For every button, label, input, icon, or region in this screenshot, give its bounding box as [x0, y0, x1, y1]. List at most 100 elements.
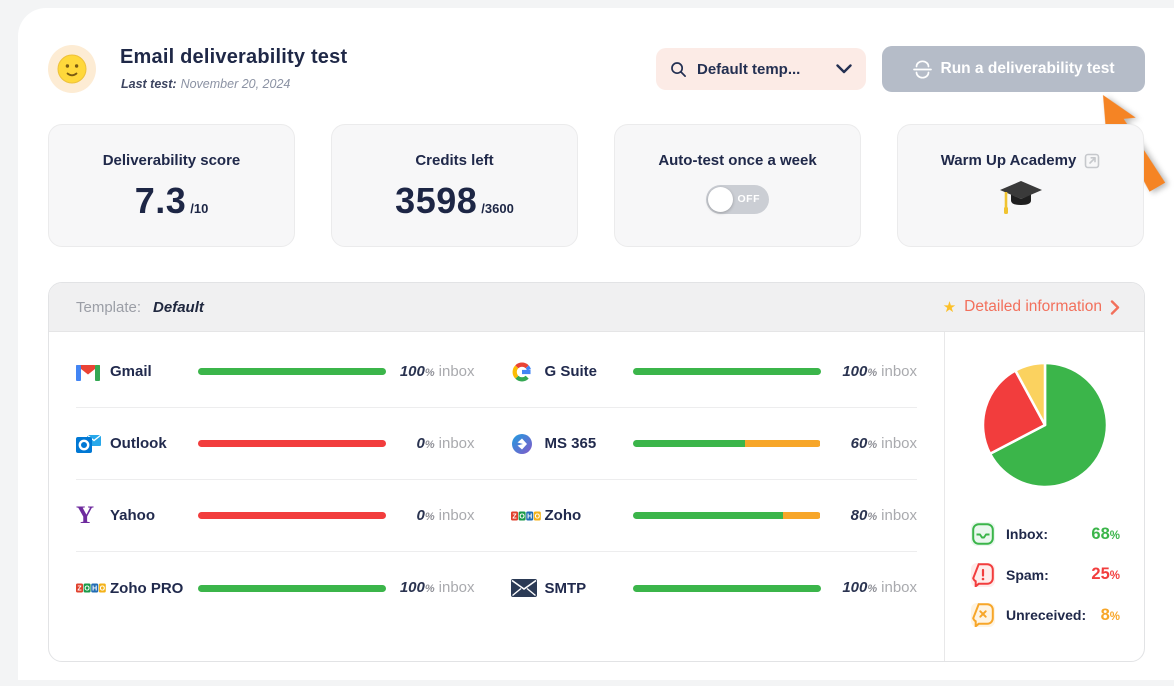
- last-test-value: November 20, 2024: [180, 77, 291, 91]
- provider-row: Y Yahoo 0% inbox: [76, 480, 917, 552]
- stat-card-auto-test: Auto-test once a week OFF: [614, 124, 861, 247]
- gsuite-icon: [511, 361, 541, 383]
- provider-yahoo: Y Yahoo 0% inbox: [76, 503, 497, 528]
- ms365-icon: [511, 433, 541, 455]
- stat-title: Credits left: [415, 152, 494, 169]
- gmail-icon: [76, 363, 106, 381]
- legend-item-spam: Spam: 25%: [971, 555, 1120, 596]
- stat-title: Deliverability score: [102, 152, 241, 169]
- provider-name: Zoho PRO: [110, 579, 184, 597]
- provider-ms365: MS 365 60% inbox: [497, 433, 917, 455]
- provider-name: Yahoo: [110, 507, 156, 524]
- provider-score: 100% inbox: [842, 362, 917, 380]
- credits-left-suffix: /3600: [481, 201, 514, 216]
- yahoo-icon: Y: [76, 502, 95, 529]
- chevron-down-icon: [836, 64, 852, 74]
- legend-value: 68%: [1091, 524, 1120, 543]
- svg-text:Z: Z: [512, 513, 517, 520]
- provider-name: SMTP: [544, 579, 587, 597]
- svg-text:Z: Z: [77, 586, 82, 593]
- svg-text:O: O: [100, 586, 106, 593]
- provider-bar: [198, 512, 386, 519]
- graduation-cap-icon: [999, 181, 1042, 214]
- panel-header: Template: Default ★ Detailed information: [49, 283, 1144, 332]
- provider-bar: [198, 440, 386, 447]
- provider-score: 0% inbox: [416, 434, 475, 452]
- smiley-emoji-icon: [57, 54, 87, 84]
- provider-score: 80% inbox: [850, 506, 917, 524]
- last-test-info: Last test: November 20, 2024: [121, 77, 290, 91]
- zoho-pro-icon: Z O H O: [76, 582, 106, 594]
- detailed-information-link[interactable]: ★ Detailed information: [943, 298, 1120, 316]
- last-test-label: Last test:: [121, 77, 177, 91]
- page-title: Email deliverability test: [120, 46, 348, 68]
- provider-name: Zoho: [544, 507, 582, 524]
- dashboard-card: Email deliverability test Last test: Nove…: [18, 8, 1174, 680]
- warmup-academy-title: Warm Up Academy: [940, 152, 1077, 169]
- legend-label: Unreceived:: [1006, 607, 1087, 624]
- provider-smtp: SMTP 100% inbox: [497, 579, 917, 597]
- detailed-information-label: Detailed information: [964, 298, 1102, 315]
- provider-results-list: Gmail 100% inbox: [49, 332, 944, 661]
- deliverability-score-suffix: /10: [190, 201, 209, 216]
- legend-label: Inbox:: [1006, 526, 1048, 543]
- provider-zoho: Z O H O Zoho 80% inbox: [497, 506, 917, 525]
- unreceived-bubble-icon: [971, 603, 995, 628]
- inbox-tray-icon: [971, 522, 995, 547]
- legend-item-inbox: Inbox: 68%: [971, 514, 1120, 555]
- template-dropdown-value: Default temp...: [697, 60, 801, 78]
- provider-row: Z O H O Zoho PRO 100% inbox: [76, 552, 917, 624]
- stat-title: Auto-test once a week: [658, 152, 817, 169]
- svg-text:H: H: [527, 513, 532, 520]
- avatar: [48, 45, 96, 93]
- provider-outlook: Outlook 0% inbox: [76, 433, 497, 455]
- deliverability-pie-chart: [981, 361, 1108, 489]
- provider-bar: [198, 368, 386, 375]
- stat-card-warmup-academy[interactable]: Warm Up Academy: [897, 124, 1144, 247]
- provider-score: 0% inbox: [416, 506, 475, 524]
- run-button-label: Run a deliverability test: [940, 60, 1115, 77]
- svg-text:O: O: [534, 513, 540, 520]
- pie-legend: Inbox: 68% Spam: 25%: [945, 514, 1144, 636]
- legend-label: Spam:: [1006, 566, 1049, 583]
- provider-bar: [632, 368, 821, 375]
- stat-card-credits-left: Credits left 3598 /3600: [331, 124, 578, 247]
- provider-score: 100% inbox: [399, 579, 475, 596]
- provider-gmail: Gmail 100% inbox: [76, 363, 497, 381]
- svg-text:O: O: [519, 513, 525, 520]
- provider-bar: [632, 584, 821, 592]
- external-link-icon[interactable]: [1084, 153, 1100, 169]
- provider-row: Outlook 0% inbox: [76, 408, 917, 480]
- stat-card-deliverability-score: Deliverability score 7.3 /10: [48, 124, 295, 247]
- template-label: Template:: [76, 298, 142, 316]
- zoho-icon: Z O H O: [510, 510, 541, 522]
- toggle-knob: [708, 187, 733, 212]
- provider-name: Gmail: [110, 363, 152, 380]
- run-deliverability-test-button[interactable]: Run a deliverability test: [882, 46, 1145, 92]
- legend-item-unreceived: Unreceived: 8%: [971, 595, 1120, 636]
- template-value: Default: [153, 298, 204, 316]
- credits-left-value: 3598: [395, 180, 478, 221]
- toggle-off-label: OFF: [737, 193, 760, 205]
- provider-zoho-pro: Z O H O Zoho PRO 100% inbox: [76, 579, 497, 597]
- chevron-right-icon: [1110, 299, 1120, 315]
- results-panel: Template: Default ★ Detailed information: [48, 282, 1145, 662]
- deliverability-score-value: 7.3: [134, 180, 187, 221]
- template-dropdown[interactable]: Default temp...: [656, 48, 866, 90]
- svg-text:H: H: [92, 586, 97, 593]
- provider-name: MS 365: [544, 435, 597, 452]
- summary-sidebar: Inbox: 68% Spam: 25%: [944, 332, 1144, 661]
- stats-row: Deliverability score 7.3 /10 Credits lef…: [48, 124, 1144, 247]
- provider-row: Gmail 100% inbox: [76, 336, 917, 408]
- test-scan-icon: [912, 59, 932, 79]
- auto-test-toggle[interactable]: OFF: [706, 185, 769, 214]
- star-icon: ★: [942, 299, 957, 316]
- provider-gsuite: G Suite 100% inbox: [497, 361, 917, 383]
- provider-name: G Suite: [544, 363, 598, 380]
- spam-bubble-icon: [971, 562, 995, 587]
- provider-score: 100% inbox: [399, 362, 475, 380]
- legend-value: 25%: [1091, 565, 1120, 584]
- provider-bar: [198, 584, 386, 592]
- legend-value: 8%: [1100, 605, 1120, 624]
- search-icon: [671, 61, 686, 77]
